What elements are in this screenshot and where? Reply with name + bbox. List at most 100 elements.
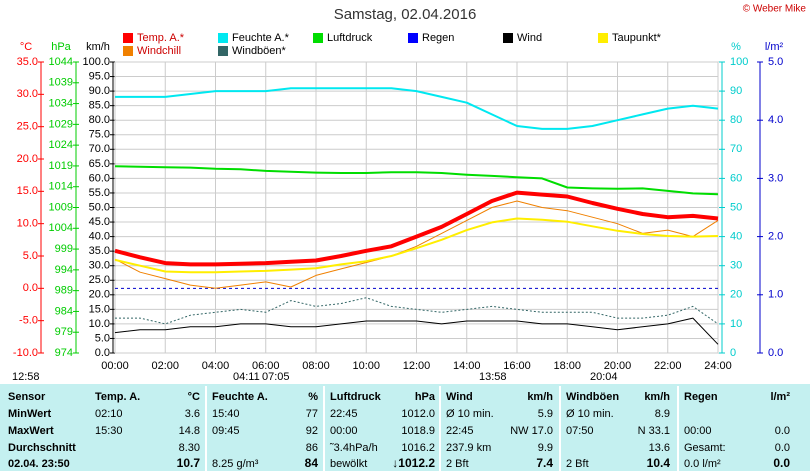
table-cell: 237.9 km — [446, 442, 491, 454]
table-cell: 1018.9 — [401, 425, 435, 437]
table-header: Windböen — [566, 391, 619, 403]
legend-swatch — [123, 33, 133, 43]
y-tick-label: 1024 — [49, 139, 73, 151]
y-tick-label: 100 — [730, 56, 748, 68]
x-tick-label: 14:00 — [453, 360, 481, 372]
y-tick-label: 10 — [730, 318, 742, 330]
table-header: hPa — [415, 391, 436, 403]
y-tick-label: 974 — [55, 347, 73, 359]
table-cell: 86 — [306, 442, 318, 454]
legend-label: Taupunkt* — [612, 32, 662, 44]
table-header: Wind — [446, 391, 473, 403]
table-header: km/h — [644, 391, 670, 403]
y-tick-label: 70 — [730, 143, 742, 155]
table-background — [0, 384, 810, 471]
x-tick-label: 18:00 — [553, 360, 581, 372]
y-tick-label: 60 — [730, 172, 742, 184]
legend-swatch — [598, 33, 608, 43]
series-line — [114, 165, 719, 196]
table-cell: 8.9 — [655, 408, 670, 420]
table-cell: 8.25 g/m³ — [212, 458, 259, 470]
y-tick-label: 15.0 — [89, 303, 110, 315]
y-tick-label: 1009 — [49, 201, 73, 213]
y-tick-label: 999 — [55, 243, 73, 255]
table-cell: bewölkt — [330, 458, 367, 470]
y-tick-label: 35.0 — [89, 245, 110, 257]
legend-label: Windböen* — [232, 45, 287, 57]
y-tick-label: 100.0 — [82, 56, 110, 68]
sun-time: 20:04 — [590, 371, 618, 383]
y-tick-label: 984 — [55, 305, 73, 317]
legend-swatch — [218, 33, 228, 43]
x-tick-label: 10:00 — [352, 360, 380, 372]
x-tick-label: 16:00 — [503, 360, 531, 372]
table-cell: MaxWert — [8, 425, 54, 437]
y-tick-label: 65.0 — [89, 158, 110, 170]
x-tick-label: 06:00 — [252, 360, 280, 372]
legend-swatch — [123, 46, 133, 56]
table-cell: ˜3.4hPa/h — [329, 442, 378, 454]
legend-swatch — [408, 33, 418, 43]
axis-title: hPa — [51, 41, 71, 53]
y-tick-label: 90.0 — [89, 85, 110, 97]
table-cell: 10.4 — [647, 456, 671, 470]
table-cell: 9.9 — [538, 442, 553, 454]
table-cell: N 33.1 — [638, 425, 670, 437]
y-tick-label: 50 — [730, 201, 742, 213]
y-tick-label: 80.0 — [89, 114, 110, 126]
legend-swatch — [313, 33, 323, 43]
table-cell: Durchschnitt — [8, 442, 76, 454]
y-tick-label: -10.0 — [13, 347, 38, 359]
table-header: Feuchte A. — [212, 391, 268, 403]
table-header: °C — [188, 391, 200, 403]
y-tick-label: 75.0 — [89, 129, 110, 141]
table-cell: 84 — [305, 456, 319, 470]
table-cell: 0.0 — [775, 442, 790, 454]
y-tick-label: 95.0 — [89, 70, 110, 82]
legend-label: Feuchte A.* — [232, 32, 290, 44]
table-cell: 7.4 — [536, 456, 553, 470]
y-tick-label: 70.0 — [89, 143, 110, 155]
table-cell: 8.30 — [179, 442, 200, 454]
table-cell: 92 — [306, 425, 318, 437]
y-tick-label: 10.0 — [89, 318, 110, 330]
table-cell: 14.8 — [179, 425, 200, 437]
chart-title: Samstag, 02.04.2016 — [334, 6, 477, 23]
y-tick-label: 30 — [730, 260, 742, 272]
series-line — [114, 200, 719, 289]
table-header: Regen — [684, 391, 718, 403]
table-header: l/m² — [770, 391, 790, 403]
sun-time: 07:05 — [262, 371, 290, 383]
y-tick-label: 0.0 — [23, 282, 38, 294]
y-tick-label: 1039 — [49, 77, 73, 89]
table-header: Sensor — [8, 391, 46, 403]
x-tick-label: 22:00 — [654, 360, 682, 372]
y-tick-label: 40.0 — [89, 231, 110, 243]
y-tick-label: 20 — [730, 289, 742, 301]
sun-time: 04:11 — [233, 371, 260, 383]
y-tick-label: 25.0 — [89, 274, 110, 286]
y-tick-label: 0 — [730, 347, 736, 359]
table-cell: 1016.2 — [401, 442, 435, 454]
axis-title: km/h — [86, 41, 110, 53]
x-tick-label: 24:00 — [704, 360, 732, 372]
y-tick-label: 80 — [730, 114, 742, 126]
table-cell: MinWert — [8, 408, 52, 420]
table-cell: 13.6 — [649, 442, 670, 454]
y-tick-label: 10.0 — [17, 218, 38, 230]
table-header: Luftdruck — [330, 391, 382, 403]
table-cell: Ø 10 min. — [446, 408, 494, 420]
table-cell: 2 Bft — [446, 458, 469, 470]
y-tick-label: 1044 — [49, 56, 73, 68]
series-line — [114, 217, 719, 274]
y-tick-label: 5.0 — [95, 332, 110, 344]
x-tick-label: 02:00 — [151, 360, 179, 372]
y-tick-label: 90 — [730, 85, 742, 97]
table-cell: 0.0 — [775, 425, 790, 437]
series-line — [114, 190, 719, 267]
y-tick-label: 994 — [55, 264, 73, 276]
legend-label: Temp. A.* — [137, 32, 185, 44]
table-cell: 22:45 — [330, 408, 358, 420]
y-tick-label: 3.0 — [768, 172, 783, 184]
y-tick-label: 1014 — [49, 181, 73, 193]
